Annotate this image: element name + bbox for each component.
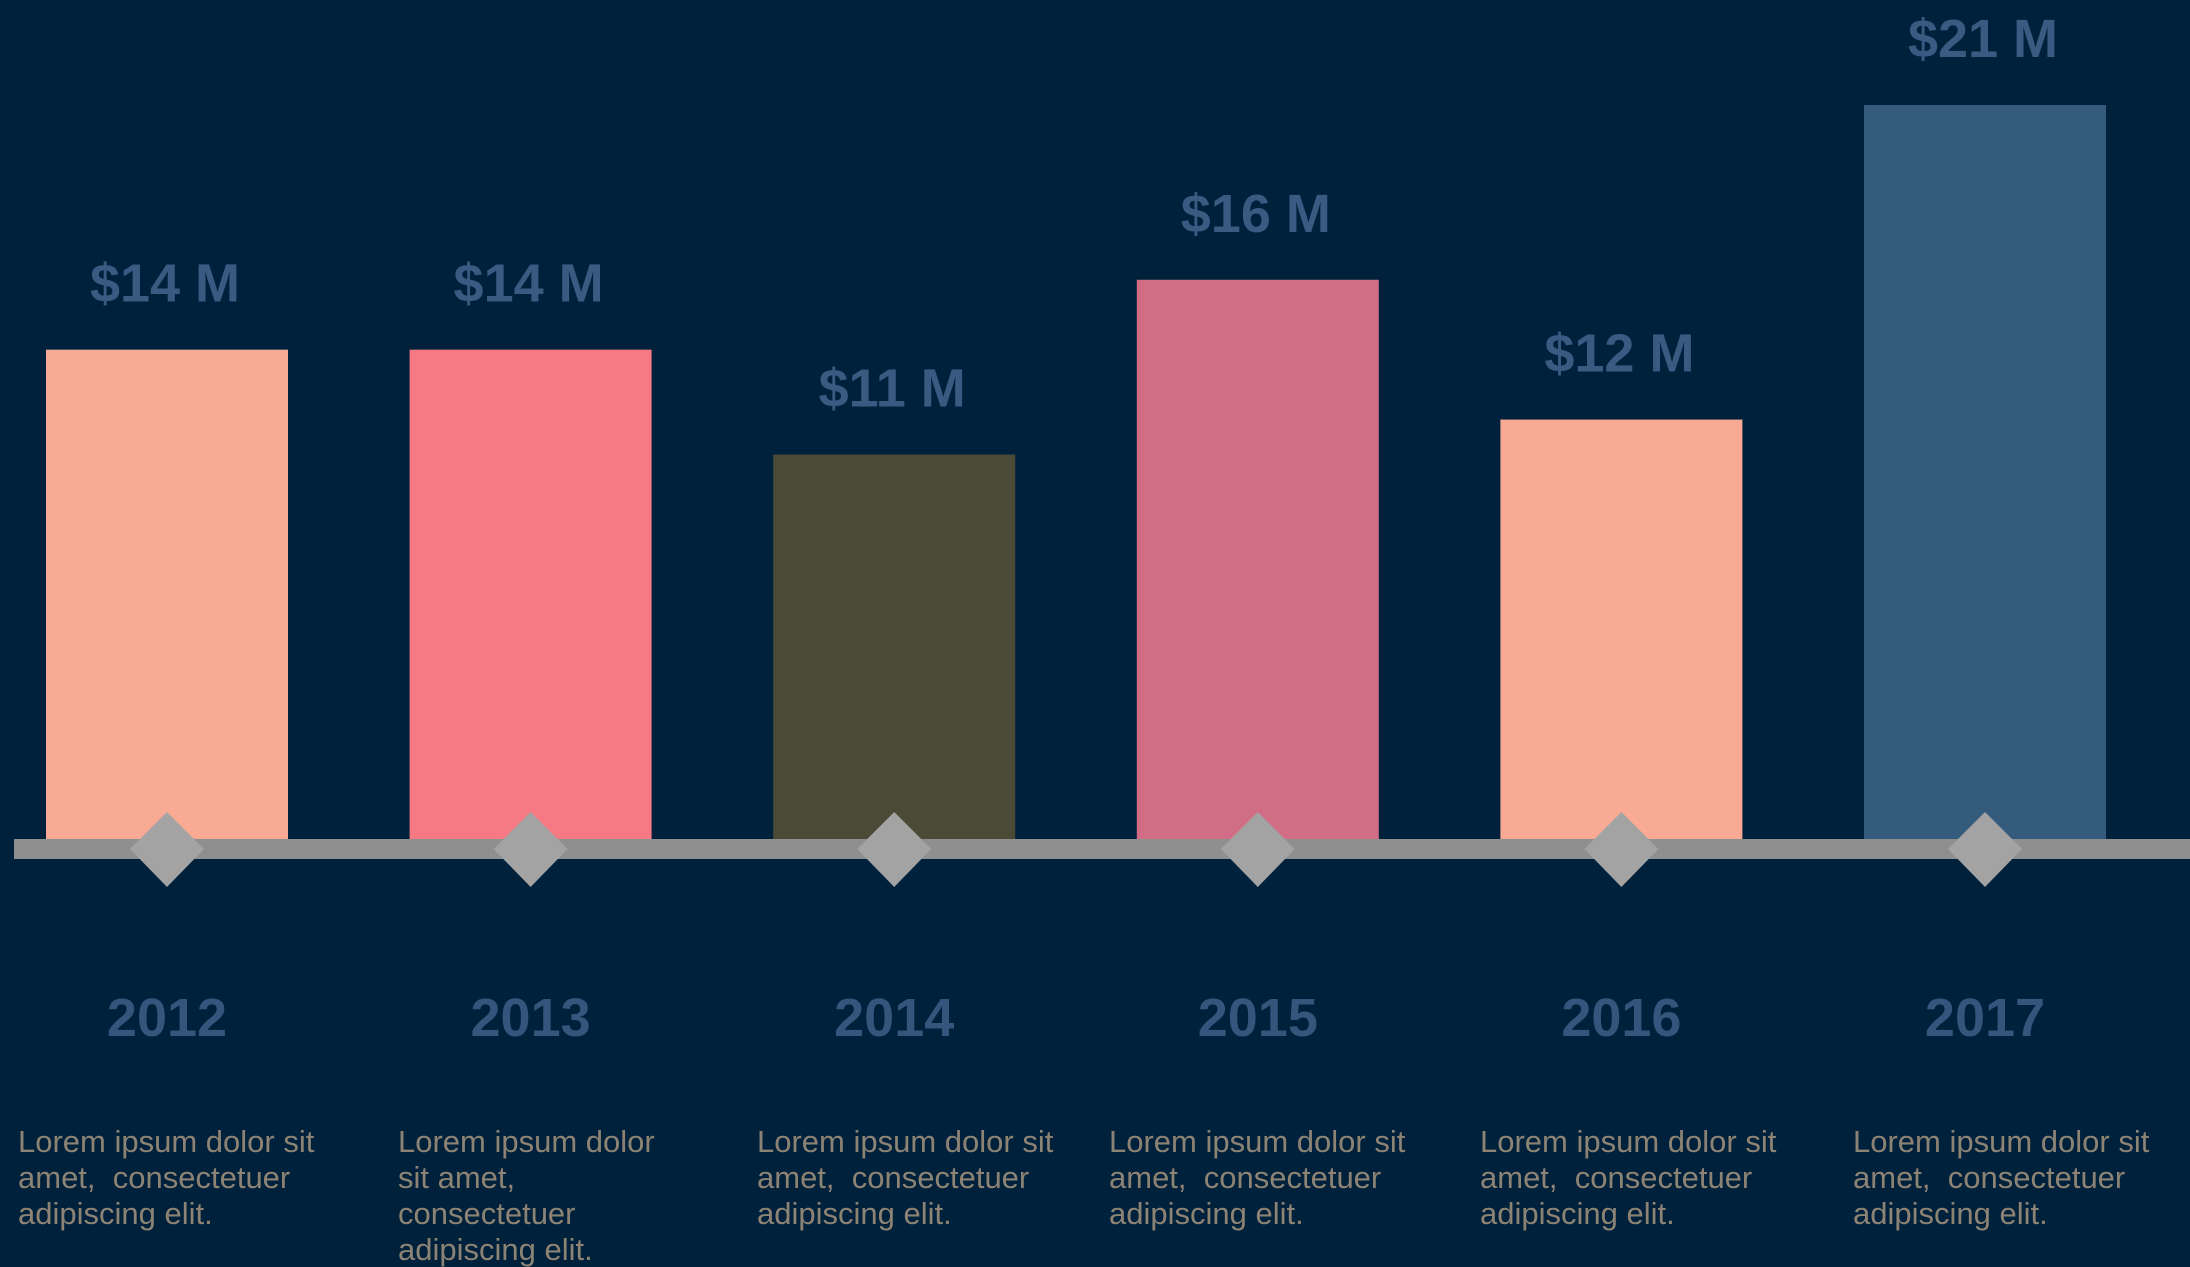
value-label: $14 M: [90, 254, 240, 314]
description: Lorem ipsum dolor sit amet, consectetuer…: [398, 1124, 664, 1267]
bar: [409, 349, 652, 839]
value-label: $21 M: [1908, 9, 2058, 69]
value-label: $12 M: [1544, 324, 1694, 384]
bar: [1864, 105, 2106, 839]
description: Lorem ipsum dolor sit amet, consectetuer…: [757, 1124, 1062, 1231]
diamond-marker: [857, 812, 932, 887]
year-label: 2015: [1198, 988, 1318, 1048]
diamond-marker: [1584, 812, 1659, 887]
year-label: 2013: [471, 988, 591, 1048]
diamond-marker: [1220, 812, 1295, 887]
value-label: $14 M: [454, 254, 604, 314]
year-label: 2016: [1561, 988, 1681, 1048]
year-label: 2012: [107, 988, 227, 1048]
bar: [773, 454, 1016, 839]
description: Lorem ipsum dolor sit amet, consectetuer…: [18, 1124, 323, 1231]
year-label: 2017: [1925, 988, 2045, 1048]
timeline-axis: [14, 839, 2190, 859]
bar: [46, 349, 288, 839]
diamond-marker: [1948, 812, 2022, 887]
diamond-marker: [130, 812, 204, 887]
bar: [1136, 279, 1379, 839]
description: Lorem ipsum dolor sit amet, consectetuer…: [1853, 1124, 2158, 1231]
value-label: $16 M: [1181, 184, 1331, 244]
description: Lorem ipsum dolor sit amet, consectetuer…: [1109, 1124, 1414, 1231]
value-label: $11 M: [819, 359, 966, 419]
year-label: 2014: [834, 988, 954, 1048]
bar: [1500, 419, 1743, 839]
description: Lorem ipsum dolor sit amet, consectetuer…: [1480, 1124, 1785, 1231]
diamond-marker: [493, 812, 568, 887]
